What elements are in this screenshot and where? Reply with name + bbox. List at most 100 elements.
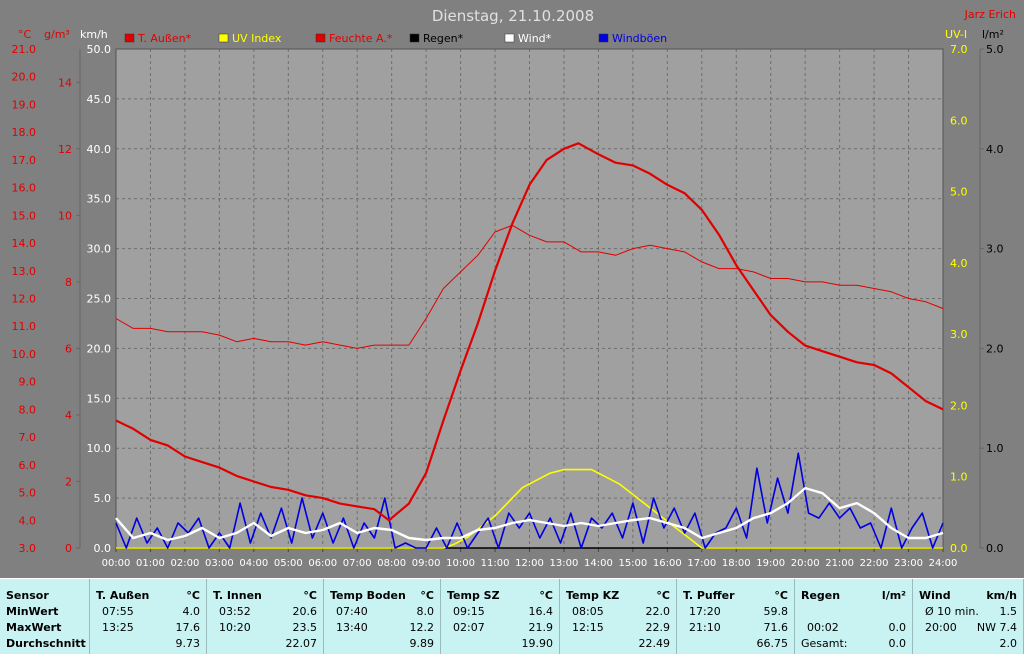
stats-max-value: NW 7.4 xyxy=(976,621,1017,634)
uv-tick-label: 0.0 xyxy=(950,542,968,555)
x-tick-label: 07:00 xyxy=(343,558,372,569)
celsius-tick-label: 7.0 xyxy=(19,431,37,444)
stats-avg-value: 0.0 xyxy=(888,637,907,650)
x-tick-label: 24:00 xyxy=(929,558,958,569)
gm3-tick-label: 12 xyxy=(58,143,72,156)
celsius-tick-label: 5.0 xyxy=(19,487,37,500)
stats-unit: °C xyxy=(420,589,434,602)
uv-tick-label: 1.0 xyxy=(950,471,968,484)
celsius-tick-label: 13.0 xyxy=(12,265,37,278)
kmh-tick-label: 20.0 xyxy=(87,342,112,355)
kmh-tick-label: 40.0 xyxy=(87,143,112,156)
kmh-tick-label: 15.0 xyxy=(87,392,112,405)
gm3-tick-label: 8 xyxy=(65,276,72,289)
stats-avg-value: 19.90 xyxy=(521,637,554,650)
rain-tick-label: 0.0 xyxy=(986,542,1004,555)
stats-avg-value: 66.75 xyxy=(756,637,789,650)
x-tick-label: 01:00 xyxy=(136,558,165,569)
row-label-min: MinWert xyxy=(6,605,59,618)
x-tick-label: 03:00 xyxy=(205,558,234,569)
x-tick-label: 18:00 xyxy=(722,558,751,569)
chart-title: Dienstag, 21.10.2008 xyxy=(432,7,594,25)
x-tick-label: 12:00 xyxy=(515,558,544,569)
x-tick-label: 16:00 xyxy=(653,558,682,569)
x-tick-label: 00:00 xyxy=(102,558,131,569)
kmh-tick-label: 10.0 xyxy=(87,442,112,455)
kmh-axis-label: km/h xyxy=(80,28,108,41)
series-line xyxy=(115,486,944,542)
legend-entry: Windböen xyxy=(612,32,667,45)
gm3-tick-label: 0 xyxy=(65,542,72,555)
legend-swatch xyxy=(315,33,326,43)
celsius-tick-label: 3.0 xyxy=(19,542,37,555)
kmh-tick-label: 45.0 xyxy=(87,93,112,106)
stats-max-value: 23.5 xyxy=(292,621,318,634)
stats-max-value: 17.6 xyxy=(175,621,201,634)
celsius-tick-label: 17.0 xyxy=(12,154,37,167)
stats-min-value: 20.6 xyxy=(292,605,318,618)
celsius-tick-label: 8.0 xyxy=(19,403,37,416)
stats-avg-value: 22.07 xyxy=(285,637,318,650)
stats-column: T. Puffer °C 17:20 59.8 21:10 71.6 66.75 xyxy=(677,579,795,654)
author-label: Jarz Erich xyxy=(964,8,1016,21)
uv-tick-label: 5.0 xyxy=(950,186,968,199)
celsius-tick-label: 20.0 xyxy=(12,71,37,84)
rain-axis-label: l/m² xyxy=(982,28,1004,41)
stats-column: Temp SZ °C 09:15 16.4 02:07 21.9 19.90 xyxy=(441,579,560,654)
stats-max-value: 0.0 xyxy=(888,621,907,634)
stats-max-value: 21.9 xyxy=(528,621,554,634)
celsius-tick-label: 18.0 xyxy=(12,126,37,139)
gm3-tick-label: 4 xyxy=(65,409,72,422)
uv-tick-label: 3.0 xyxy=(950,328,968,341)
uv-tick-label: 7.0 xyxy=(950,43,968,56)
stats-min-value: 16.4 xyxy=(528,605,554,618)
celsius-tick-label: 21.0 xyxy=(12,43,37,56)
legend-entry: UV Index xyxy=(232,32,282,45)
stats-avg-value: 2.0 xyxy=(999,637,1018,650)
rain-tick-label: 3.0 xyxy=(986,243,1004,256)
stats-header: T. Außen xyxy=(96,589,150,602)
x-tick-label: 06:00 xyxy=(308,558,337,569)
chart-svg: 00:00 01:00 02:00 03:00 04:00 05:00 06:00 07:00… xyxy=(12,7,1017,569)
stats-header: Wind xyxy=(919,589,951,602)
kmh-tick-label: 5.0 xyxy=(94,492,112,505)
legend-swatch xyxy=(124,33,135,43)
gm3-tick-label: 10 xyxy=(58,209,72,222)
kmh-tick-label: 0.0 xyxy=(94,542,112,555)
gm3-tick-label: 14 xyxy=(58,76,72,89)
rain-tick-label: 4.0 xyxy=(986,143,1004,156)
series-line xyxy=(115,224,944,349)
stats-column: Regen l/m² 00:02 0.0 Gesamt: 0.0 xyxy=(795,579,913,654)
stats-column: T. Außen °C 07:55 4.0 13:25 17.6 9.73 xyxy=(90,579,207,654)
x-tick-label: 20:00 xyxy=(791,558,820,569)
x-tick-label: 04:00 xyxy=(239,558,268,569)
gm3-axis-label: g/m³ xyxy=(44,28,70,41)
row-label-sensor: Sensor xyxy=(6,589,49,602)
x-tick-label: 14:00 xyxy=(584,558,613,569)
stats-min-time: 08:05 xyxy=(572,605,604,618)
stats-min-time: 09:15 xyxy=(453,605,485,618)
stats-max-value: 71.6 xyxy=(763,621,789,634)
stats-min-time: 17:20 xyxy=(689,605,721,618)
stats-max-time: 21:10 xyxy=(689,621,721,634)
stats-max-value: 22.9 xyxy=(645,621,671,634)
stats-max-time: 02:07 xyxy=(453,621,485,634)
uv-tick-label: 2.0 xyxy=(950,399,968,412)
stats-max-value: 12.2 xyxy=(409,621,435,634)
x-tick-label: 13:00 xyxy=(550,558,579,569)
stats-max-time: 12:15 xyxy=(572,621,604,634)
celsius-tick-label: 11.0 xyxy=(12,320,37,333)
celsius-tick-label: 19.0 xyxy=(12,98,37,111)
stats-unit: °C xyxy=(656,589,670,602)
stats-min-time: 07:55 xyxy=(102,605,134,618)
stats-column: Temp Boden °C 07:40 8.0 13:40 12.2 9.89 xyxy=(324,579,441,654)
stats-min-time: 07:40 xyxy=(336,605,368,618)
stats-column: T. Innen °C 03:52 20.6 10:20 23.5 22.07 xyxy=(207,579,324,654)
gm3-tick-label: 2 xyxy=(65,475,72,488)
gm3-tick-label: 6 xyxy=(65,342,72,355)
legend-swatch xyxy=(504,33,515,43)
stats-header: T. Puffer xyxy=(683,589,735,602)
stats-unit: km/h xyxy=(986,589,1017,602)
celsius-tick-label: 6.0 xyxy=(19,459,37,472)
x-tick-label: 10:00 xyxy=(446,558,475,569)
